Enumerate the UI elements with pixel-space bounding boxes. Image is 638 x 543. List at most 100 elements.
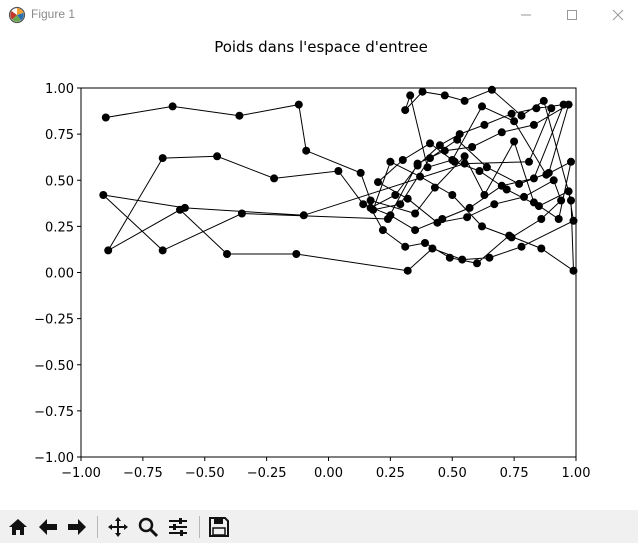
data-point (539, 96, 548, 105)
data-point (502, 185, 511, 194)
x-tick-label: 0.50 (438, 466, 467, 481)
data-point (534, 202, 543, 211)
minimize-button[interactable] (503, 0, 549, 30)
data-point (440, 146, 449, 155)
x-tick-label: 0.25 (376, 466, 405, 481)
data-point (413, 159, 422, 168)
data-point (435, 141, 444, 150)
data-point (366, 196, 375, 205)
close-icon (612, 9, 624, 21)
pan-button[interactable] (104, 513, 132, 541)
data-point (478, 222, 486, 231)
sliders-icon (169, 518, 187, 536)
data-point (359, 200, 368, 209)
back-button[interactable] (34, 513, 62, 541)
data-point (237, 209, 246, 218)
data-point (532, 104, 541, 113)
data-point (334, 167, 343, 175)
data-point (485, 253, 494, 262)
data-point (475, 167, 484, 175)
data-point (294, 100, 303, 109)
data-point (426, 139, 434, 148)
data-point (490, 200, 499, 209)
data-point (567, 157, 575, 166)
x-tick-label: −0.25 (247, 466, 287, 481)
minimize-icon (521, 14, 531, 16)
data-point (403, 266, 412, 275)
toolbar-separator (199, 516, 200, 538)
arrow-left-icon (39, 519, 57, 535)
matplotlib-logo-icon (8, 6, 26, 24)
move-icon (108, 517, 128, 537)
magnifier-icon (138, 517, 159, 538)
data-point (460, 96, 469, 105)
data-point (168, 102, 177, 111)
data-point (378, 226, 387, 235)
data-point (547, 104, 556, 113)
data-point (458, 255, 467, 264)
data-point (104, 246, 113, 255)
data-point (510, 117, 519, 126)
close-button[interactable] (595, 0, 638, 30)
figure-canvas[interactable]: Poids dans l'espace d'entree −1.00 −0.75 −… (0, 30, 638, 510)
chart: Poids dans l'espace d'entree −1.00 −0.75 −… (34, 38, 590, 481)
data-point (99, 191, 108, 199)
series-polyline (101, 89, 575, 272)
data-point (549, 176, 558, 185)
data-point (567, 196, 575, 205)
x-axis: −1.00 −0.75 −0.50 −0.25 0.00 0.25 0.50 0.75 1.00 (61, 457, 590, 481)
data-point (468, 143, 477, 151)
data-point (180, 203, 189, 212)
data-point (487, 85, 496, 94)
axes-frame (80, 87, 577, 458)
y-tick-label: −0.75 (34, 405, 74, 420)
zoom-button[interactable] (134, 513, 162, 541)
chart-title: Poids dans l'espace d'entree (214, 38, 428, 56)
data-point (478, 102, 486, 111)
data-point (391, 191, 400, 199)
data-point (369, 205, 378, 214)
data-point (482, 163, 491, 172)
forward-button[interactable] (63, 513, 91, 541)
data-point (299, 211, 308, 220)
navigation-toolbar (0, 510, 638, 543)
maximize-button[interactable] (549, 0, 595, 30)
y-tick-label: 1.00 (45, 82, 74, 97)
window-title: Figure 1 (31, 7, 76, 21)
data-point (428, 244, 437, 253)
data-point (418, 87, 427, 96)
data-point (564, 187, 573, 196)
configure-subplots-button[interactable] (164, 513, 192, 541)
data-point (448, 191, 457, 199)
home-icon (9, 519, 27, 535)
series-line (101, 89, 575, 272)
data-point (426, 154, 434, 163)
data-point (411, 226, 420, 235)
save-button[interactable] (205, 513, 233, 541)
data-point (460, 159, 469, 168)
data-point (460, 152, 469, 161)
data-point (386, 157, 395, 166)
data-point (440, 91, 449, 100)
data-point (529, 120, 538, 129)
data-point (406, 91, 415, 100)
x-tick-label: −1.00 (61, 466, 101, 481)
series-markers (99, 85, 578, 275)
data-point (507, 109, 516, 118)
data-point (537, 215, 546, 223)
data-point (421, 239, 429, 247)
data-point (507, 233, 516, 242)
x-tick-label: −0.50 (185, 466, 225, 481)
arrow-right-icon (68, 519, 86, 535)
data-point (223, 250, 231, 258)
data-point (302, 146, 311, 155)
data-point (463, 213, 472, 222)
data-point (497, 128, 506, 137)
data-point (292, 250, 301, 258)
data-point (480, 191, 489, 199)
data-point (374, 178, 382, 187)
home-button[interactable] (4, 513, 32, 541)
data-point (520, 192, 528, 201)
floppy-disk-icon (209, 517, 229, 537)
x-tick-label: 0.75 (500, 466, 529, 481)
